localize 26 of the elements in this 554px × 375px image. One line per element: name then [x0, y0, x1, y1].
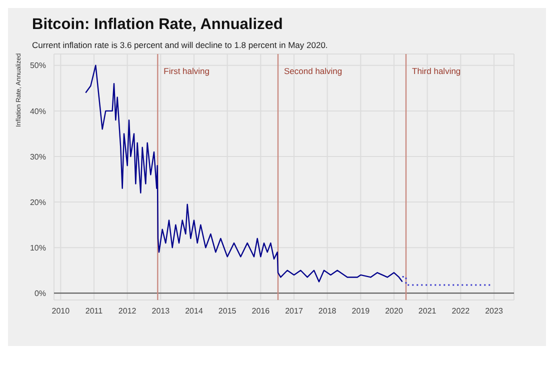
y-tick-label: 30%	[30, 152, 46, 162]
x-tick-label: 2015	[218, 306, 237, 316]
chart-title: Bitcoin: Inflation Rate, Annualized	[32, 16, 284, 34]
y-tick-label: 0%	[34, 289, 46, 298]
x-tick-label: 2021	[418, 306, 437, 316]
x-tick-label: 2023	[485, 306, 504, 316]
y-tick-label: 40%	[30, 106, 46, 116]
ref-line-label: Third halving	[412, 66, 461, 76]
y-tick-label: 50%	[30, 61, 46, 70]
chart-subtitle: Current inflation rate is 3.6 percent and will decline to 1.8 percent in May 2020.	[32, 40, 329, 50]
x-tick-label: 2016	[252, 306, 270, 316]
x-tick-label: 2019	[352, 306, 370, 316]
ref-line-label: First halving	[164, 66, 210, 76]
x-tick-label: 2018	[318, 306, 337, 316]
x-tick-label: 2013	[152, 306, 170, 316]
y-tick-label: 10%	[30, 243, 46, 252]
line-series	[85, 64, 403, 282]
x-tick-label: 2012	[118, 306, 137, 316]
ref-line-label: Second halving	[284, 66, 342, 76]
x-tick-label: 2010	[52, 306, 70, 316]
x-tick-label: 2022	[452, 306, 470, 316]
x-tick-label: 2011	[85, 306, 104, 316]
x-tick-label: 2014	[185, 306, 204, 316]
y-tick-label: 20%	[30, 198, 46, 207]
x-tick-label: 2017	[285, 306, 304, 316]
x-tick-label: 2020	[385, 306, 404, 316]
